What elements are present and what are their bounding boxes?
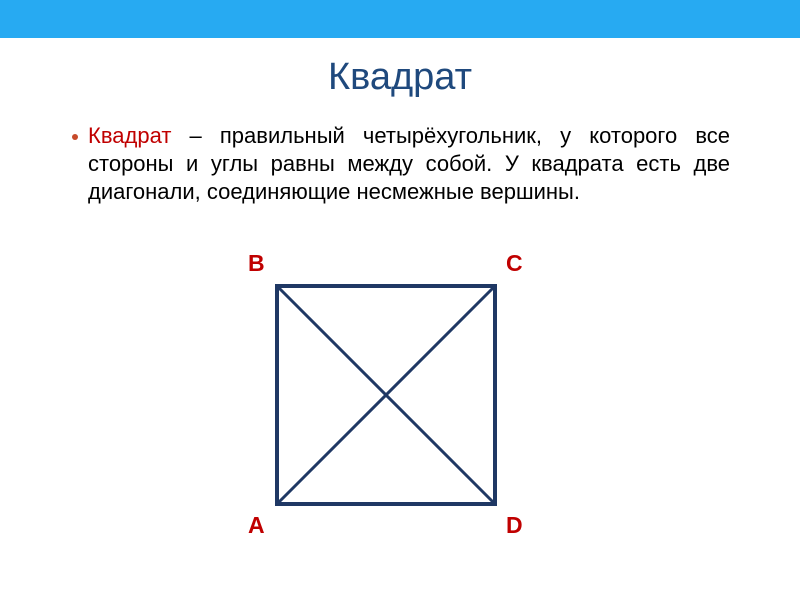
vertex-label-D: D: [506, 512, 523, 539]
top-accent-bar: [0, 0, 800, 38]
definition-block: Квадрат – правильный четырёхугольник, у …: [72, 122, 730, 206]
square-svg: [243, 252, 529, 538]
vertex-label-A: A: [248, 512, 265, 539]
definition-term: Квадрат: [88, 123, 171, 148]
vertex-label-B: B: [248, 250, 265, 277]
definition-body: – правильный четырёхугольник, у которого…: [88, 123, 730, 204]
bullet-icon: [72, 134, 78, 140]
square-diagram: B C A D: [243, 252, 529, 538]
slide: Квадрат Квадрат – правильный четырёхугол…: [0, 0, 800, 600]
slide-title: Квадрат: [0, 56, 800, 99]
vertex-label-C: C: [506, 250, 523, 277]
definition-row: Квадрат – правильный четырёхугольник, у …: [72, 122, 730, 206]
definition-text: Квадрат – правильный четырёхугольник, у …: [88, 122, 730, 206]
